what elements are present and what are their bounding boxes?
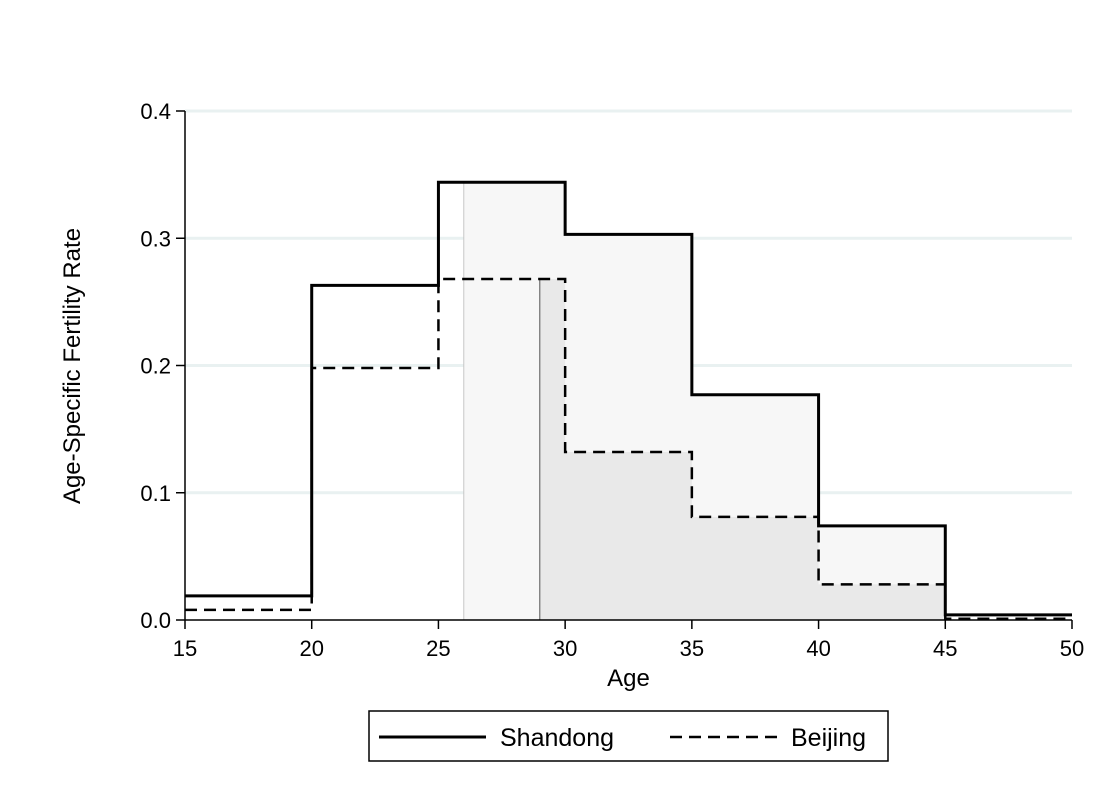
y-axis-title: Age-Specific Fertility Rate <box>59 228 86 504</box>
shaded-regions <box>463 182 946 620</box>
series-line-shandong <box>185 180 1072 617</box>
shaded-region-beijing <box>539 278 946 620</box>
x-tick-label: 45 <box>933 636 957 661</box>
y-tick-label: 0.3 <box>140 226 171 251</box>
x-tick-label: 20 <box>299 636 323 661</box>
y-tick-label: 0.2 <box>140 354 171 379</box>
legend-label-shandong: Shandong <box>500 724 614 752</box>
axes <box>176 110 1073 629</box>
series-line-beijing <box>185 277 1072 620</box>
x-tick-label: 25 <box>426 636 450 661</box>
y-tick-label: 0.1 <box>140 481 171 506</box>
x-tick-label: 30 <box>553 636 577 661</box>
x-axis-title: Age <box>607 665 650 692</box>
x-tick-label: 35 <box>680 636 704 661</box>
y-tick-labels: 0.0 0.1 0.2 0.3 0.4 <box>140 99 171 633</box>
y-tick-label: 0.4 <box>140 99 171 124</box>
x-tick-label: 15 <box>173 636 197 661</box>
series-lines <box>185 180 1072 620</box>
x-tick-label: 40 <box>806 636 830 661</box>
x-tick-labels: 15 20 25 30 35 40 45 50 <box>173 636 1084 661</box>
legend: Shandong Beijing <box>368 710 889 762</box>
legend-label-beijing: Beijing <box>791 724 866 752</box>
x-tick-label: 50 <box>1060 636 1084 661</box>
y-tick-label: 0.0 <box>140 608 171 633</box>
